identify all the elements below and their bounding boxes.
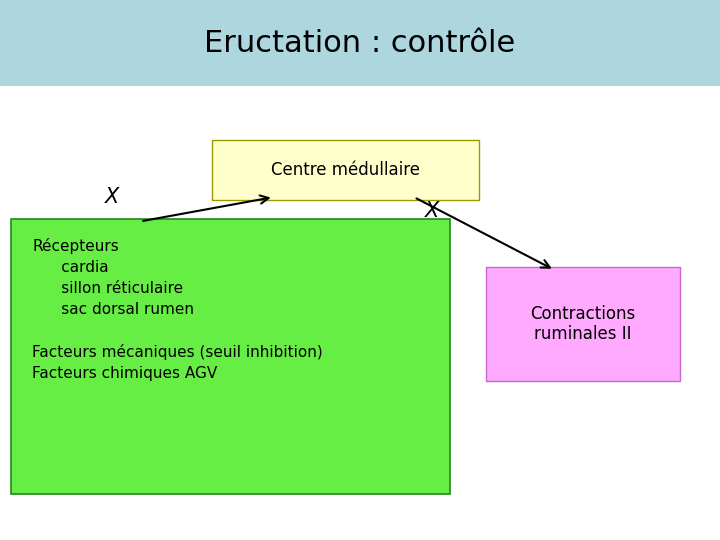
Text: Récepteurs
      cardia
      sillon réticulaire
      sac dorsal rumen

Facteur: Récepteurs cardia sillon réticulaire sac… [32, 238, 323, 381]
FancyBboxPatch shape [212, 140, 479, 200]
Text: Eructation : contrôle: Eructation : contrôle [204, 29, 516, 58]
FancyBboxPatch shape [11, 219, 450, 494]
Bar [0, 0, 720, 86]
Text: X: X [104, 187, 119, 207]
FancyBboxPatch shape [486, 267, 680, 381]
Text: Centre médullaire: Centre médullaire [271, 161, 420, 179]
Text: Contractions
ruminales II: Contractions ruminales II [531, 305, 636, 343]
Text: X: X [425, 200, 439, 221]
